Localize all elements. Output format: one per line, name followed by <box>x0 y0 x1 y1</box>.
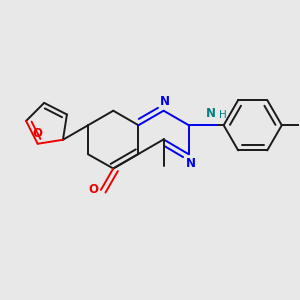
Text: N: N <box>185 157 195 170</box>
Text: N: N <box>160 95 170 108</box>
Text: N: N <box>206 107 216 120</box>
Text: H: H <box>220 110 227 120</box>
Text: O: O <box>88 183 98 196</box>
Text: O: O <box>33 128 43 140</box>
